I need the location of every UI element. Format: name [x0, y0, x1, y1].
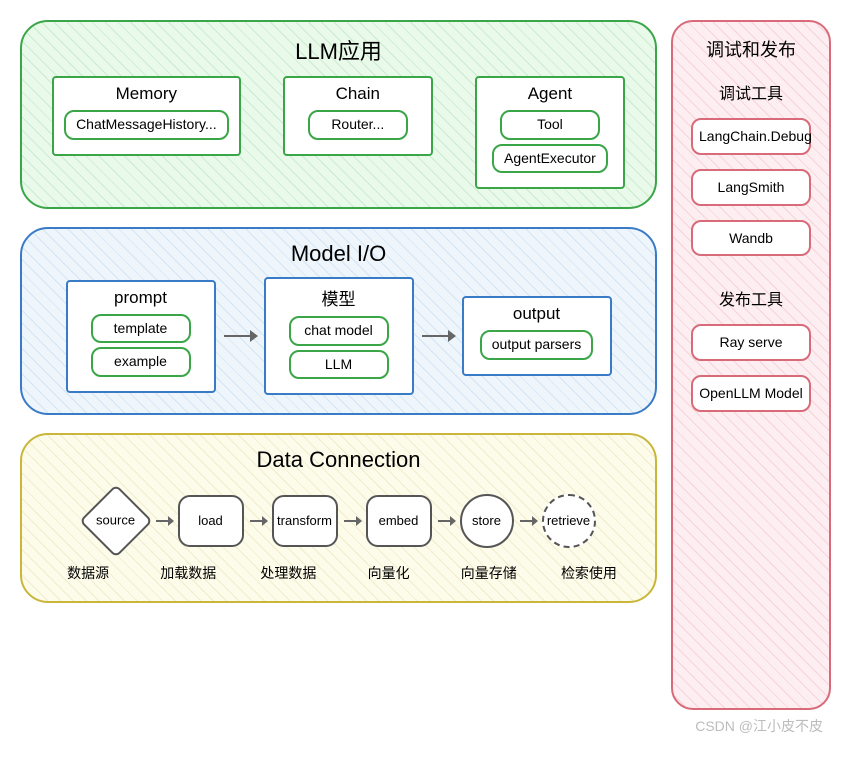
panel-llm-app: LLM应用 Memory ChatMessageHistory... Chain…: [20, 20, 657, 209]
pill-wandb: Wandb: [691, 220, 811, 257]
section-debug-tools: 调试工具: [683, 80, 819, 104]
node-label-source: source: [96, 514, 135, 528]
pill-agentexecutor: AgentExecutor: [492, 144, 608, 174]
pill-ray-serve: Ray serve: [691, 324, 811, 361]
annot-transform: 处理数据: [240, 563, 336, 583]
module-title-model: 模型: [276, 285, 402, 310]
panel-title-model-io: Model I/O: [40, 241, 637, 267]
node-transform: transform: [272, 495, 338, 547]
node-label-embed: embed: [379, 514, 419, 528]
node-source: source: [79, 484, 153, 558]
panel-title-data-connection: Data Connection: [40, 447, 637, 473]
pill-chat-model: chat model: [289, 316, 389, 346]
model-io-flow-row: prompt template example 模型 chat model LL…: [40, 277, 637, 395]
module-title-chain: Chain: [295, 84, 421, 104]
node-load: load: [178, 495, 244, 547]
annot-load: 加载数据: [140, 563, 236, 583]
annot-embed: 向量化: [341, 563, 437, 583]
module-title-output: output: [474, 304, 600, 324]
module-agent: Agent Tool AgentExecutor: [475, 76, 625, 189]
node-retrieve: retrieve: [542, 494, 596, 548]
pill-llm: LLM: [289, 350, 389, 380]
node-label-transform: transform: [277, 514, 332, 528]
module-title-prompt: prompt: [78, 288, 204, 308]
panel-title-debug-publish: 调试和发布: [683, 36, 819, 62]
module-memory: Memory ChatMessageHistory...: [52, 76, 241, 156]
module-model: 模型 chat model LLM: [264, 277, 414, 395]
module-output: output output parsers: [462, 296, 612, 376]
pipeline-annotations: 数据源 加载数据 处理数据 向量化 向量存储 检索使用: [40, 563, 637, 583]
module-title-agent: Agent: [487, 84, 613, 104]
annot-source: 数据源: [40, 563, 136, 583]
module-chain: Chain Router...: [283, 76, 433, 156]
node-label-store: store: [472, 514, 501, 528]
arrow-icon: [248, 511, 268, 531]
arrow-icon: [154, 511, 174, 531]
panel-model-io: Model I/O prompt template example 模型 cha…: [20, 227, 657, 415]
panel-debug-publish: 调试和发布 调试工具 LangChain.Debug LangSmith Wan…: [671, 20, 831, 710]
pill-langsmith: LangSmith: [691, 169, 811, 206]
panel-title-llm-app: LLM应用: [40, 34, 637, 66]
pill-output-parsers: output parsers: [480, 330, 594, 360]
node-store: store: [460, 494, 514, 548]
arrow-icon: [222, 324, 258, 348]
section-publish-tools: 发布工具: [683, 286, 819, 310]
module-title-memory: Memory: [64, 84, 229, 104]
pill-openllm-model: OpenLLM Model: [691, 375, 811, 412]
arrow-icon: [420, 324, 456, 348]
node-label-retrieve: retrieve: [547, 514, 590, 528]
watermark: CSDN @江小皮不皮: [20, 716, 831, 736]
data-pipeline-row: source load transform embed store retrie…: [40, 487, 637, 555]
node-embed: embed: [366, 495, 432, 547]
annot-retrieve: 检索使用: [541, 563, 637, 583]
arrow-icon: [518, 511, 538, 531]
arrow-icon: [436, 511, 456, 531]
pill-template: template: [91, 314, 191, 344]
llm-app-modules-row: Memory ChatMessageHistory... Chain Route…: [40, 76, 637, 189]
panel-data-connection: Data Connection source load transform em…: [20, 433, 657, 603]
pill-example: example: [91, 347, 191, 377]
annot-store: 向量存储: [441, 563, 537, 583]
pill-chatmessagehistory: ChatMessageHistory...: [64, 110, 229, 140]
pill-langchain-debug: LangChain.Debug: [691, 118, 811, 155]
arrow-icon: [342, 511, 362, 531]
node-label-load: load: [198, 514, 223, 528]
pill-router: Router...: [308, 110, 408, 140]
module-prompt: prompt template example: [66, 280, 216, 393]
pill-tool: Tool: [500, 110, 600, 140]
